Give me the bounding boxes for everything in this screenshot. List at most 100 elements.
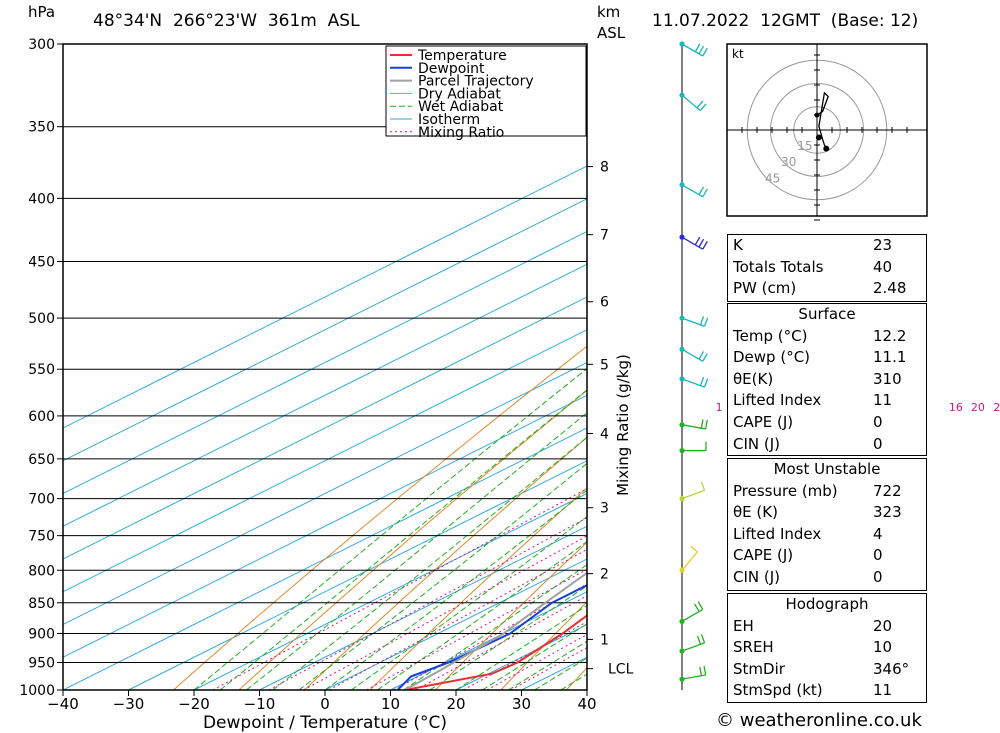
pressure-tick-label: 600 xyxy=(28,409,55,425)
isotherm-line xyxy=(63,361,587,626)
wind-barb-flag xyxy=(693,603,700,612)
legend-item: Dry Adiabat xyxy=(418,86,501,102)
pressure-tick-label: 700 xyxy=(28,492,55,508)
pressure-tick-label: 350 xyxy=(28,120,55,136)
temperature-line xyxy=(404,614,587,690)
wet-adiabat-line xyxy=(324,489,587,690)
wind-barb-flag xyxy=(698,351,705,360)
wind-profile xyxy=(679,41,709,690)
location-title: 48°34'N 266°23'W 361m ASL xyxy=(93,11,360,31)
mixing-ratio-label: 20 xyxy=(971,401,985,414)
x-axis-label: Dewpoint / Temperature (°C) xyxy=(203,713,447,733)
pressure-tick-label: 550 xyxy=(28,362,55,378)
legend-item: Temperature xyxy=(417,48,507,64)
wind-barb xyxy=(681,424,706,430)
wind-barb-flag xyxy=(698,186,705,195)
asl-label: ASL xyxy=(597,24,626,42)
km-tick-label: 8 xyxy=(600,160,609,176)
pressure-tick-label: 650 xyxy=(28,452,55,468)
index-row: CAPE (J) 0 xyxy=(733,546,883,565)
temp-tick-label: −30 xyxy=(113,695,145,713)
pressure-tick-label: 950 xyxy=(28,655,55,671)
wind-barb-flag xyxy=(703,666,707,676)
parcel-trajectory-line xyxy=(404,571,587,690)
index-row: CIN (J) 0 xyxy=(733,434,883,453)
pressure-tick-label: 400 xyxy=(28,191,55,207)
hodograph-end-dot xyxy=(823,145,830,152)
legend-box xyxy=(385,45,587,137)
datetime-title: 11.07.2022 12GMT (Base: 12) xyxy=(652,11,919,31)
pressure-tick-label: 850 xyxy=(28,596,55,612)
temp-tick-label: 20 xyxy=(446,695,465,713)
isotherm-line xyxy=(63,230,587,495)
mixing-ratio-label: 16 xyxy=(949,401,963,414)
dry-adiabat-line xyxy=(369,487,587,690)
wind-barb-flag xyxy=(690,545,698,553)
temp-tick-label: −40 xyxy=(47,695,79,713)
wind-barb-flag xyxy=(704,419,708,430)
hodograph-line xyxy=(816,91,829,149)
legend-item: Wet Adiabat xyxy=(418,99,504,115)
wind-barb-flag xyxy=(703,378,709,388)
most-unstable-title: Most Unstable xyxy=(773,460,881,478)
wind-barb xyxy=(681,184,704,198)
general-indices-panel: K 23 Totals Totals 40 PW (cm) 2.48 xyxy=(727,234,927,302)
wind-barb xyxy=(681,642,705,652)
wind-barb-flag xyxy=(702,353,708,362)
mixing-ratio-line xyxy=(212,488,587,690)
index-row: StmSpd (kt) 11 xyxy=(733,681,893,700)
wind-dot xyxy=(679,422,685,428)
wind-dot xyxy=(679,315,685,321)
wind-barb-flag xyxy=(702,241,708,250)
isotherm-line xyxy=(324,558,587,690)
mixing-ratio-label: 1 xyxy=(716,401,723,414)
wind-dot xyxy=(679,648,685,654)
hodograph-ring-label: 45 xyxy=(765,171,780,185)
mixing-ratio-line xyxy=(303,535,587,690)
pressure-tick-label: 450 xyxy=(28,255,55,271)
wind-dot xyxy=(679,496,685,502)
pressure-tick-label: 500 xyxy=(28,311,55,327)
isotherm-line xyxy=(63,296,587,560)
surface-title: Surface xyxy=(798,305,856,323)
km-tick-label: 2 xyxy=(600,567,609,583)
index-row: StmDir 346° xyxy=(733,659,910,678)
isotherm-line xyxy=(259,525,587,690)
index-row: θE(K) 310 xyxy=(733,369,902,388)
temp-tick-label: 0 xyxy=(320,695,330,713)
mixing-ratio-line xyxy=(268,517,587,690)
wind-dot xyxy=(679,92,685,98)
index-row: CAPE (J) 0 xyxy=(733,412,883,431)
dewpoint-line xyxy=(396,584,587,690)
km-tick-label: 6 xyxy=(600,295,609,311)
index-row: Lifted Index 4 xyxy=(733,524,883,543)
legend-item: Mixing Ratio xyxy=(418,125,504,141)
wind-barb-flag xyxy=(694,236,701,246)
mixing-ratio-line xyxy=(366,568,587,690)
index-row: Pressure (mb) 722 xyxy=(733,481,902,500)
wind-dot xyxy=(679,618,685,625)
km-tick-label: 5 xyxy=(600,357,609,373)
temp-tick-label: 40 xyxy=(577,695,596,713)
mixing-ratio-axis-label: Mixing Ratio (g/kg) xyxy=(614,354,632,496)
wind-barb xyxy=(681,608,704,622)
hodograph-ring-label: 30 xyxy=(781,155,796,169)
index-row: SREH 10 xyxy=(733,638,893,657)
temp-tick-label: 30 xyxy=(512,695,531,713)
lcl-label: LCL xyxy=(608,662,634,678)
wet-adiabat-line xyxy=(455,604,587,690)
wind-dot xyxy=(679,234,685,240)
storm-motion-dot xyxy=(815,134,822,141)
mixing-ratio-label: 25 xyxy=(993,401,1000,414)
wind-barb-flag xyxy=(702,47,708,57)
profiles xyxy=(396,571,587,690)
copyright: © weatheronline.co.uk xyxy=(716,710,922,731)
surface-panel: Surface Temp (°C) 12.2 Dewp (°C) 11.1 θE(K… xyxy=(727,303,927,456)
wind-barb-flag xyxy=(703,317,709,327)
legend-item: Parcel Trajectory xyxy=(418,74,534,90)
wind-barb xyxy=(681,551,698,571)
legend-item: Isotherm xyxy=(418,112,480,128)
pressure-tick-label: 1000 xyxy=(19,683,55,699)
